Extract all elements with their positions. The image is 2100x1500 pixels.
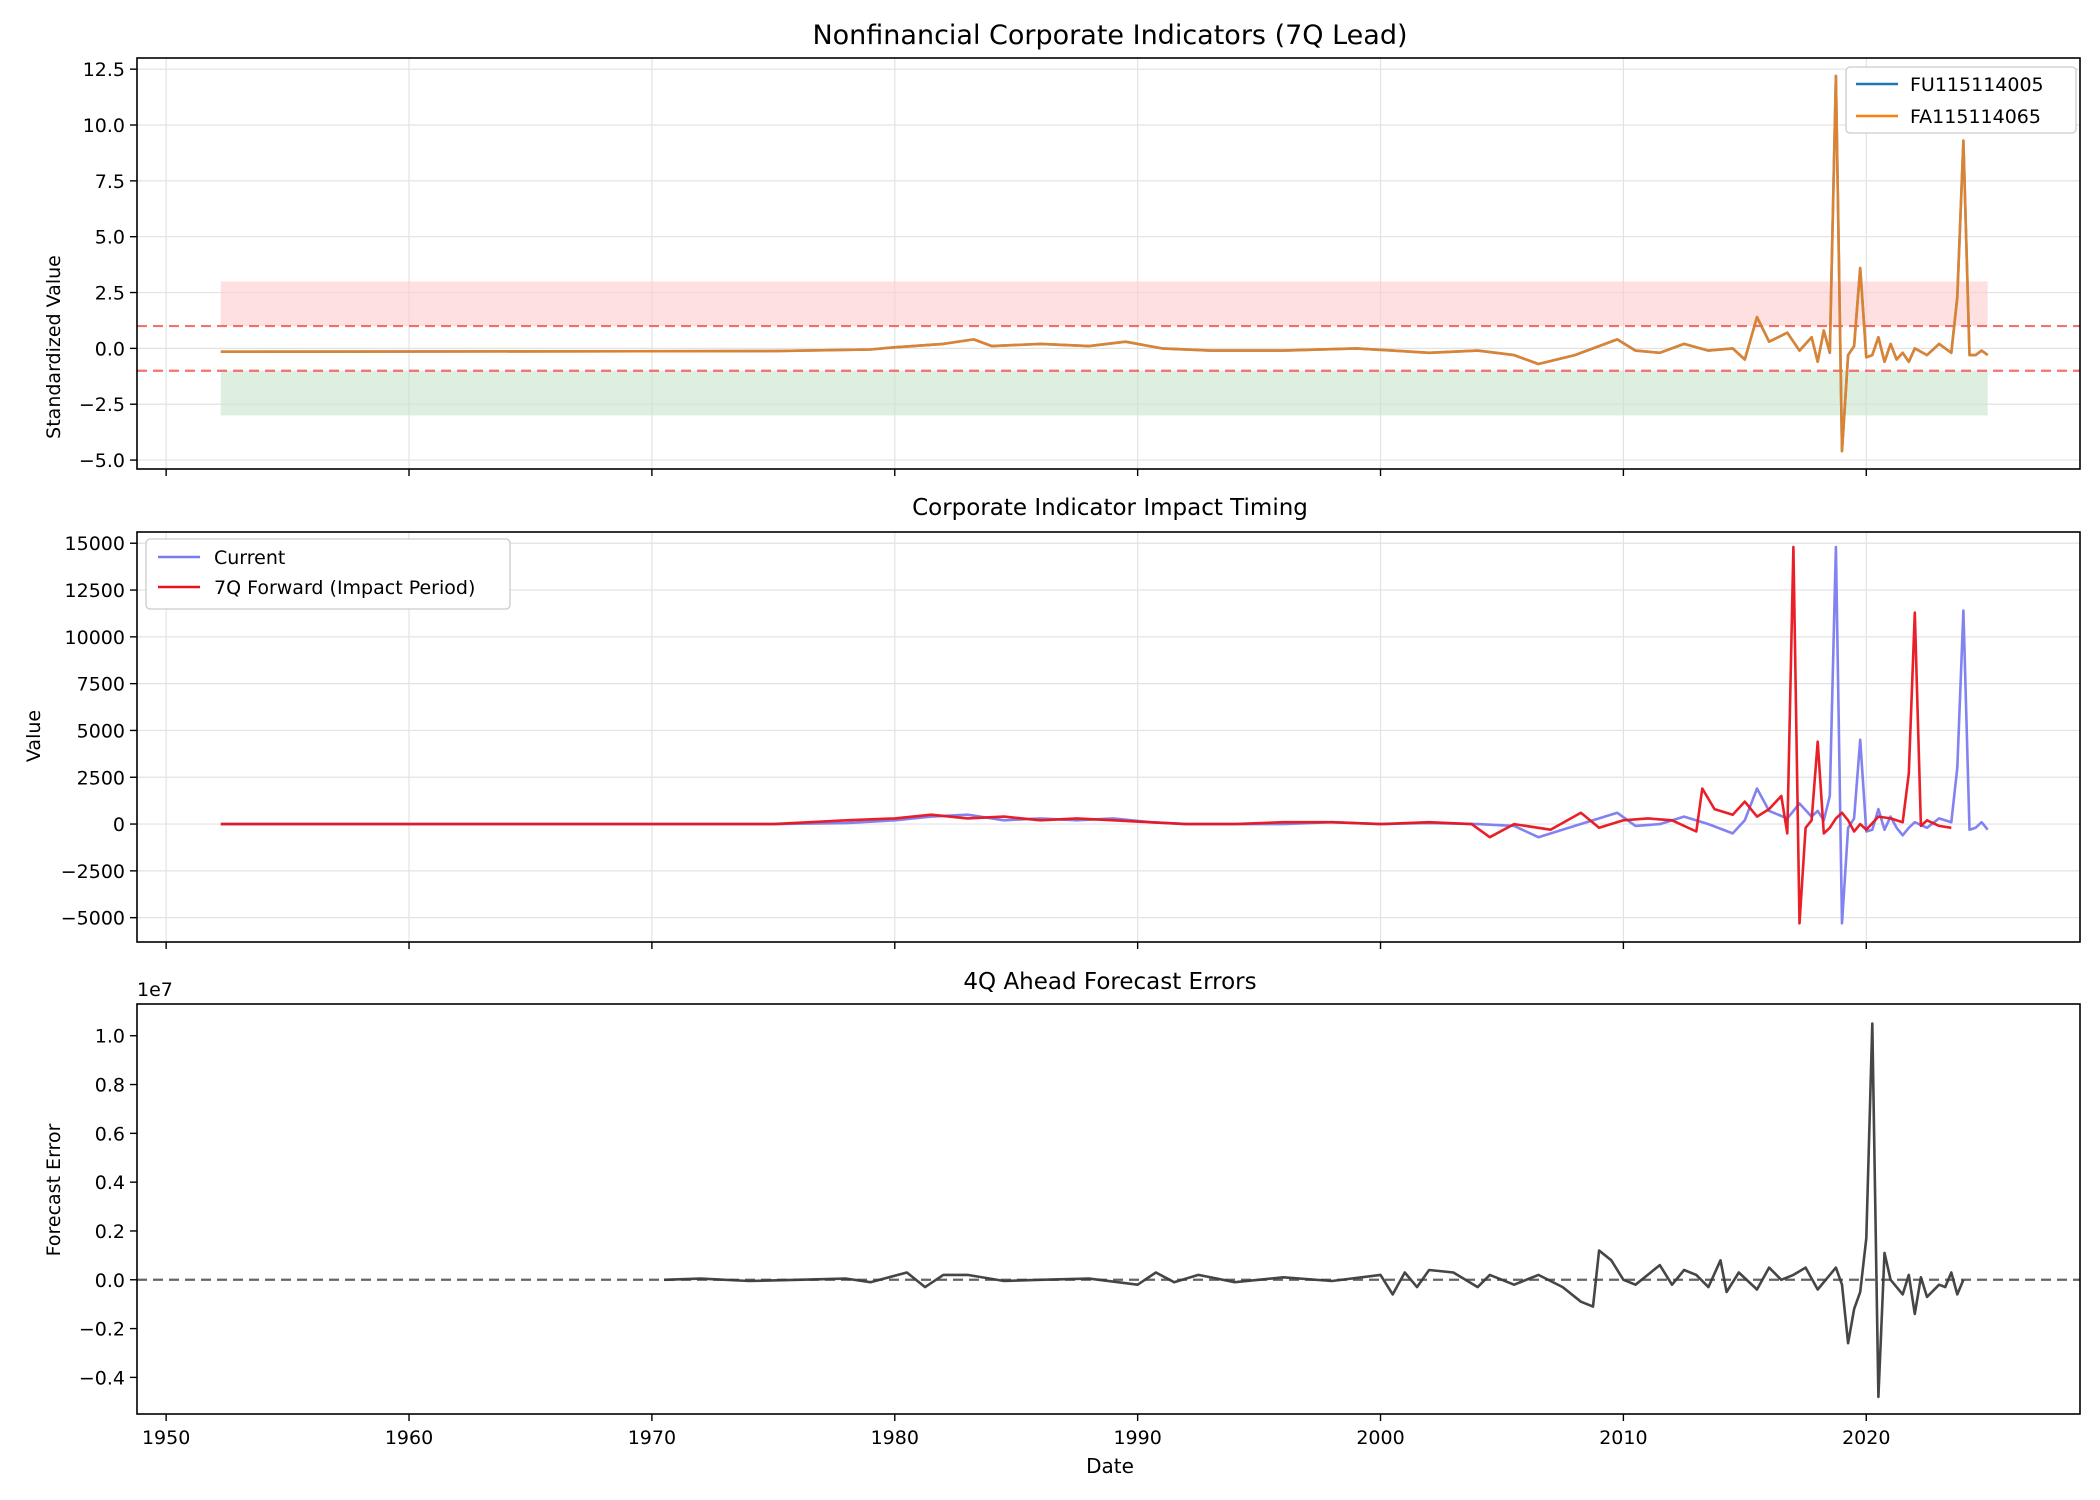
legend-label-fa115114065: FA115114065	[1910, 106, 2041, 128]
series-lines	[663, 1022, 1965, 1399]
legend: FU115114005 FA115114065	[1845, 66, 2077, 134]
y-tick-label: 5000	[77, 720, 125, 742]
panel-standardized-indicators: Nonfinancial Corporate Indicators (7Q Le…	[43, 20, 2081, 476]
legend: Current 7Q Forward (Impact Period)	[145, 538, 511, 610]
y-ticks: 12.5 10.0 7.5 5.0 2.5 0.0 −2.5 −5.0	[79, 59, 137, 472]
y-tick-label: 15000	[65, 533, 125, 555]
legend-label-fu115114005: FU115114005	[1910, 74, 2044, 96]
y-tick-label: 12.5	[83, 59, 125, 81]
threshold-band	[220, 281, 1988, 327]
series-lines	[220, 74, 1989, 453]
x-ticks	[165, 942, 1867, 949]
plot-area	[136, 531, 2081, 943]
chart-title: Nonfinancial Corporate Indicators (7Q Le…	[812, 20, 1407, 51]
y-tick-label: 7.5	[95, 171, 125, 193]
legend-label-current: Current	[214, 547, 285, 569]
threshold-band	[220, 370, 1988, 416]
y-axis-label: Forecast Error	[43, 1123, 65, 1256]
series-line-2	[220, 74, 1989, 453]
plot-area	[136, 57, 2081, 470]
x-tick-label: 2000	[1356, 1427, 1404, 1449]
legend-box	[145, 538, 511, 610]
chart-title: Corporate Indicator Impact Timing	[912, 495, 1308, 521]
y-tick-label: −5000	[61, 908, 125, 930]
y-tick-label: −2.5	[79, 394, 125, 416]
y-tick-label: 2.5	[95, 283, 125, 305]
y-tick-label: 0.4	[95, 1172, 125, 1194]
y-tick-label: 10000	[65, 627, 125, 649]
plot-area	[136, 1003, 2081, 1415]
x-tick-label: 1950	[142, 1427, 190, 1449]
y-scale-label: 1e7	[137, 979, 173, 1001]
y-tick-label: −0.2	[79, 1319, 125, 1341]
x-tick-label: 1960	[385, 1427, 433, 1449]
x-tick-label: 2010	[1599, 1427, 1647, 1449]
y-tick-label: −0.4	[79, 1367, 125, 1389]
y-tick-label: 0.6	[95, 1123, 125, 1145]
y-tick-label: 0.8	[95, 1075, 125, 1097]
y-axis-label: Standardized Value	[43, 255, 65, 439]
y-tick-label: 0.0	[95, 338, 125, 360]
panel-forecast-errors: 4Q Ahead Forecast Errors 1e7 Forecast Er…	[43, 969, 2081, 1478]
x-tick-label: 1970	[628, 1427, 676, 1449]
y-tick-label: 1.0	[95, 1026, 125, 1048]
y-ticks: 1.0 0.8 0.6 0.4 0.2 0.0 −0.2 −0.4	[79, 1026, 137, 1389]
y-tick-label: −5.0	[79, 450, 125, 472]
y-tick-label: 12500	[65, 580, 125, 602]
y-ticks: 15000 12500 10000 7500 5000 2500 0 −2500 −5000	[61, 533, 137, 930]
chart-title: 4Q Ahead Forecast Errors	[963, 969, 1256, 995]
y-tick-label: 0.2	[95, 1221, 125, 1243]
y-tick-label: 7500	[77, 674, 125, 696]
y-tick-label: 0.0	[95, 1270, 125, 1292]
x-tick-label: 1990	[1113, 1427, 1161, 1449]
legend-label-7q-forward: 7Q Forward (Impact Period)	[214, 577, 475, 599]
x-ticks	[165, 469, 1867, 476]
series-line-1	[663, 1022, 1965, 1399]
y-tick-label: 2500	[77, 767, 125, 789]
legend-box	[1845, 66, 2077, 134]
y-tick-label: −2500	[61, 861, 125, 883]
series-line-2	[220, 545, 1952, 925]
y-tick-label: 5.0	[95, 227, 125, 249]
series-lines	[220, 545, 1989, 925]
y-tick-label: 10.0	[83, 115, 125, 137]
x-ticks: 1950 1960 1970 1980 1990 2000 2010 2020	[142, 1414, 1890, 1449]
x-tick-label: 1980	[871, 1427, 919, 1449]
y-tick-label: 0	[113, 814, 125, 836]
panel-impact-timing: Corporate Indicator Impact Timing Value …	[23, 495, 2081, 949]
threshold-bands	[137, 281, 2080, 416]
y-axis-label: Value	[23, 710, 45, 762]
x-axis-label: Date	[1086, 1454, 1134, 1478]
x-tick-label: 2020	[1842, 1427, 1890, 1449]
